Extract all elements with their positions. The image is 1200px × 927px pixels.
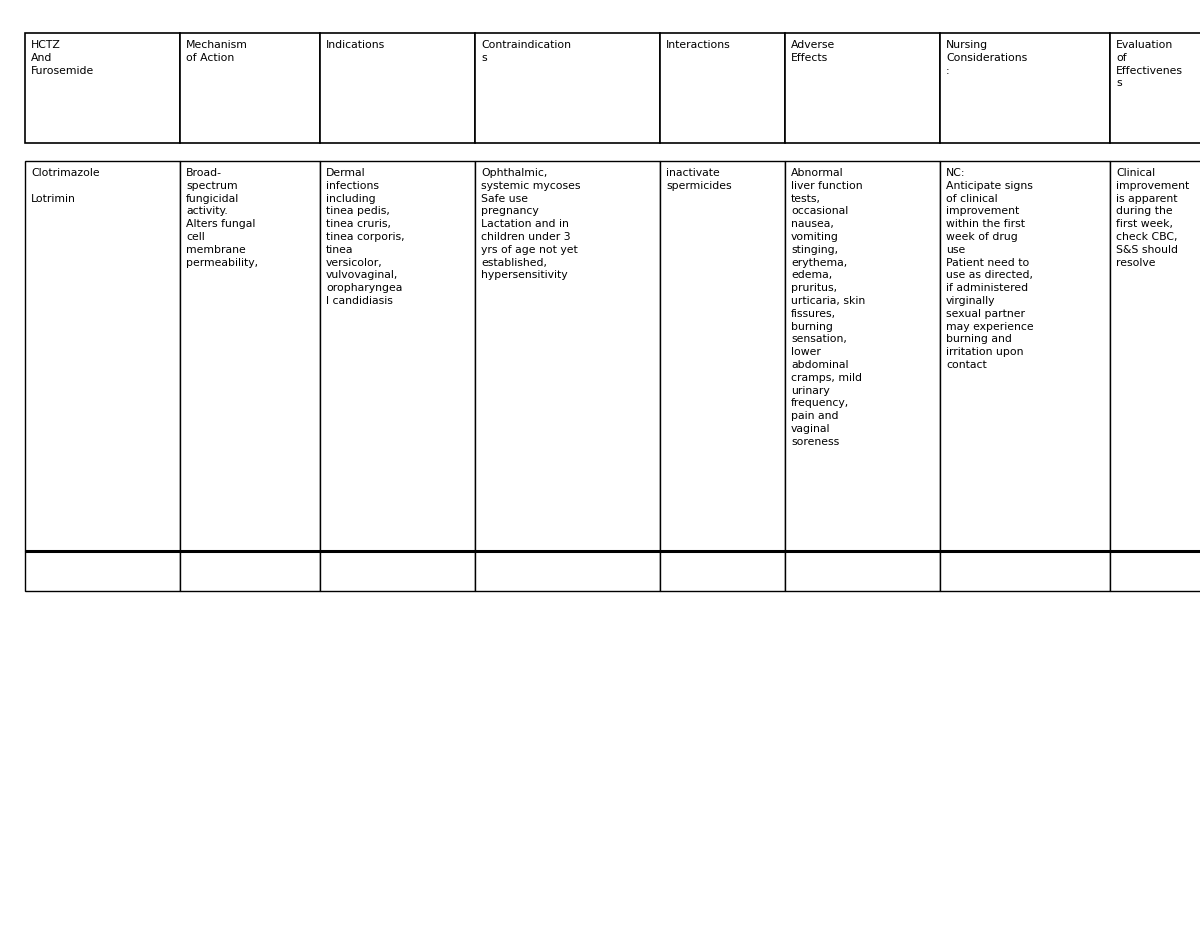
Bar [1110, 551, 1200, 591]
Text: Indications: Indications [326, 40, 385, 50]
Text: Evaluation
of
Effectivenes
s: Evaluation of Effectivenes s [1116, 40, 1183, 88]
Bar [25, 33, 180, 143]
Text: HCTZ
And
Furosemide: HCTZ And Furosemide [31, 40, 95, 76]
Bar [1110, 33, 1200, 143]
Bar [940, 551, 1110, 591]
Text: inactivate
spermicides: inactivate spermicides [666, 168, 732, 191]
Bar [180, 33, 320, 143]
Bar [940, 161, 1110, 551]
Text: Ophthalmic,
systemic mycoses
Safe use
pregnancy
Lactation and in
children under : Ophthalmic, systemic mycoses Safe use pr… [481, 168, 581, 280]
Bar [25, 161, 180, 551]
Bar [660, 551, 785, 591]
Bar [660, 33, 785, 143]
Text: Abnormal
liver function
tests,
occasional
nausea,
vomiting
stinging,
erythema,
e: Abnormal liver function tests, occasiona… [791, 168, 865, 447]
Text: NC:
Anticipate signs
of clinical
improvement
within the first
week of drug
use
P: NC: Anticipate signs of clinical improve… [946, 168, 1033, 370]
Bar [660, 161, 785, 551]
Bar [1110, 161, 1200, 551]
Bar [180, 551, 320, 591]
Bar [475, 551, 660, 591]
Text: Mechanism
of Action: Mechanism of Action [186, 40, 248, 63]
Text: Adverse
Effects: Adverse Effects [791, 40, 835, 63]
Bar [25, 551, 180, 591]
Bar [320, 33, 475, 143]
Text: Contraindication
s: Contraindication s [481, 40, 571, 63]
Bar [785, 551, 940, 591]
Bar [785, 33, 940, 143]
Text: Clotrimazole

Lotrimin: Clotrimazole Lotrimin [31, 168, 100, 204]
Bar [180, 161, 320, 551]
Text: Dermal
infections
including
tinea pedis,
tinea cruris,
tinea corporis,
tinea
ver: Dermal infections including tinea pedis,… [326, 168, 404, 306]
Bar [785, 161, 940, 551]
Bar [475, 33, 660, 143]
Text: Broad-
spectrum
fungicidal
activity.
Alters fungal
cell
membrane
permeability,: Broad- spectrum fungicidal activity. Alt… [186, 168, 258, 268]
Text: Clinical
improvement
is apparent
during the
first week,
check CBC,
S&S should
re: Clinical improvement is apparent during … [1116, 168, 1189, 268]
Bar [940, 33, 1110, 143]
Text: Nursing
Considerations
:: Nursing Considerations : [946, 40, 1027, 76]
Bar [475, 161, 660, 551]
Text: Interactions: Interactions [666, 40, 731, 50]
Bar [320, 161, 475, 551]
Bar [320, 551, 475, 591]
